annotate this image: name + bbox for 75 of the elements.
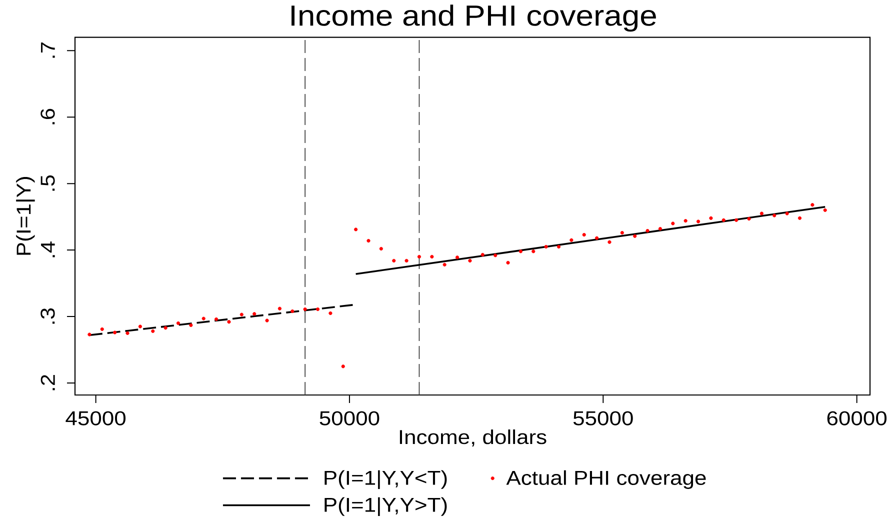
legend-label: P(I=1|Y,Y>T) [324,497,447,516]
point [126,331,130,335]
point [671,222,675,226]
point [810,203,814,207]
point [430,254,434,259]
point [620,230,624,235]
point [709,216,713,220]
point [290,309,294,314]
x-tick-label: 45000 [66,411,126,426]
point [303,307,307,312]
x-tick-label: 55000 [573,411,633,426]
point [595,236,599,240]
point [480,252,484,257]
point [341,364,345,368]
point [722,218,726,222]
point [506,260,510,264]
point [88,332,92,336]
point [354,228,358,232]
point [658,226,662,231]
point [582,232,586,237]
point [823,208,827,212]
point [633,234,637,238]
point [696,220,700,224]
y-tick-label: .2 [40,374,55,390]
point [646,228,650,233]
y-tick-label: .7 [41,42,55,58]
point [544,244,548,249]
point [176,321,180,325]
point [747,217,751,221]
point [570,238,574,242]
point [227,320,231,324]
point [798,216,802,220]
point [366,238,370,243]
point [240,312,244,316]
point [734,218,738,222]
y-tick-label: .4 [41,242,55,258]
point [328,311,332,316]
point [442,262,446,266]
point [468,258,472,262]
point [772,214,776,218]
point [214,317,218,322]
point [684,219,688,223]
chart-title: Income and PHI coverage [292,4,656,32]
point [404,258,408,262]
legend-label: Actual PHI coverage [506,470,706,489]
point [455,256,460,260]
point [252,312,256,316]
point [316,307,320,312]
point [785,212,789,216]
y-tick-label: .6 [40,108,55,124]
point [608,240,612,244]
point [392,258,396,262]
point [113,330,117,334]
point [100,327,104,331]
point [202,316,206,320]
point [151,329,155,333]
point [518,250,523,254]
x-tick-label: 50000 [320,411,380,426]
point [278,306,282,310]
point [494,254,498,258]
y-axis-title: P(I=1|Y) [16,177,35,255]
x-tick-label: 60000 [827,411,887,426]
x-axis-title: Income, dollars [400,429,546,447]
point [556,244,561,249]
point [417,254,422,259]
point [760,212,764,216]
point [138,324,142,328]
point [379,246,383,251]
y-tick-label: .3 [40,308,55,324]
point [265,318,269,322]
y-tick-label: .5 [40,175,55,191]
point [532,250,536,254]
legend-label: P(I=1|Y,Y<T) [324,470,447,490]
point [189,323,193,327]
point [164,326,168,330]
